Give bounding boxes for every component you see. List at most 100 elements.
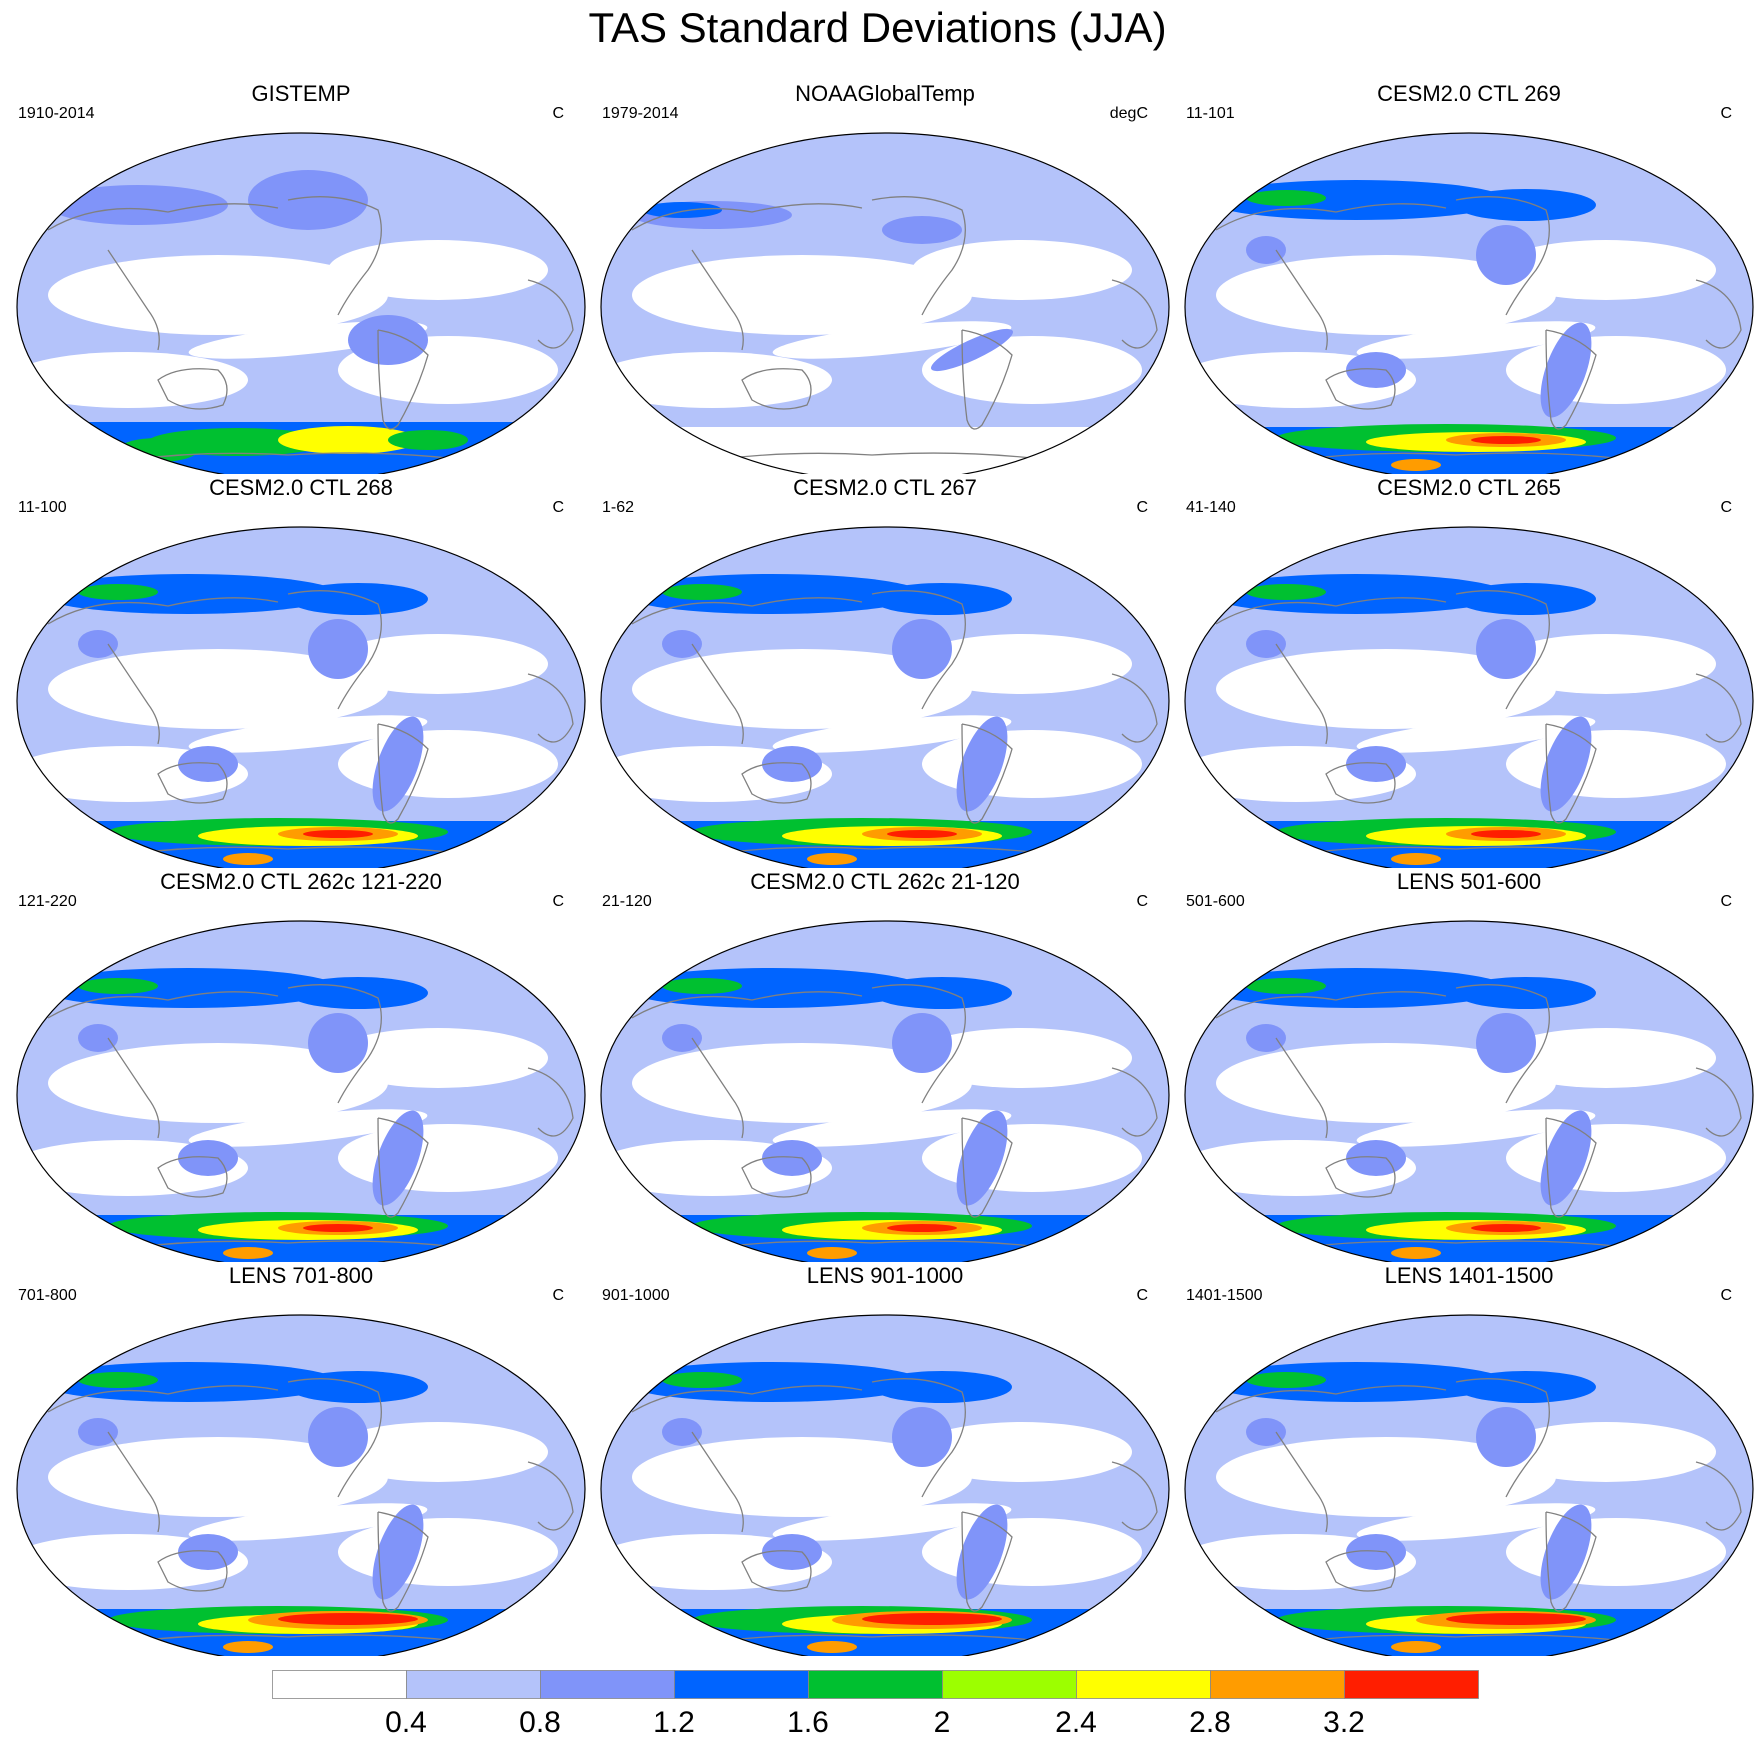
arctic-variability <box>1456 189 1596 221</box>
coastline <box>47 991 279 1019</box>
map-panel: LENS 901-1000 901-1000 C <box>592 1262 1178 1656</box>
arctic-variability <box>622 1362 922 1402</box>
continental-variability <box>1540 1110 1592 1206</box>
panel-title: CESM2.0 CTL 269 <box>1377 81 1561 106</box>
map-field <box>1185 921 1753 1262</box>
continental-variability <box>882 216 962 244</box>
map-boundary <box>600 526 1170 868</box>
colorbar-tick-label: 3.2 <box>1323 1706 1365 1739</box>
map-panel: CESM2.0 CTL 262c 121-220 121-220 C <box>8 868 594 1262</box>
antarctic-no-data <box>601 427 1169 474</box>
coastline <box>377 1511 429 1612</box>
panel-period-label: 501-600 <box>1186 893 1245 910</box>
coastline <box>127 452 449 461</box>
arctic-variability <box>1206 968 1506 1008</box>
continental-variability <box>1346 1140 1406 1176</box>
panel-period-label: 11-100 <box>18 499 67 516</box>
coastline <box>741 1550 812 1592</box>
low-variability-region <box>48 1043 388 1123</box>
low-variability-region <box>17 352 248 408</box>
colorbar-swatch <box>1344 1670 1479 1699</box>
map-panel: CESM2.0 CTL 265 41-140 C <box>1176 474 1755 868</box>
coastline <box>1545 1117 1597 1218</box>
continental-variability <box>78 630 118 658</box>
panel-units-label: C <box>1136 1287 1148 1304</box>
coastline <box>47 1385 279 1413</box>
continental-variability <box>1476 1013 1536 1073</box>
continental-variability <box>1346 1534 1406 1570</box>
coastline <box>127 1240 449 1249</box>
panel-units-label: C <box>552 105 564 122</box>
coastline <box>961 723 1013 824</box>
continental-variability <box>178 1140 238 1176</box>
coastline <box>377 329 429 430</box>
continental-variability <box>372 1110 424 1206</box>
map-boundary <box>16 526 586 868</box>
low-variability-region <box>632 1437 972 1517</box>
low-variability-region <box>48 1437 388 1517</box>
robinson-map <box>1184 920 1754 1262</box>
coastline <box>287 1378 382 1498</box>
arctic-variability <box>1206 180 1506 220</box>
coastline <box>1215 597 1447 625</box>
arctic-variability <box>1456 1371 1596 1403</box>
panel-period-label: 901-1000 <box>602 1287 670 1304</box>
coastline <box>871 1378 966 1498</box>
low-variability-region <box>1496 1028 1716 1088</box>
coastline <box>691 249 744 351</box>
coastline <box>1275 249 1328 351</box>
coastline <box>1325 1156 1396 1198</box>
colorbar-tick-label: 2.4 <box>1055 1706 1097 1739</box>
robinson-map <box>1184 132 1754 474</box>
coastline <box>287 196 382 316</box>
continental-variability <box>308 619 368 679</box>
continental-variability <box>956 716 1008 812</box>
arctic-variability <box>1246 978 1326 994</box>
low-variability-region <box>1506 730 1726 798</box>
map-panel: LENS 701-800 701-800 C <box>8 1262 594 1656</box>
map-field <box>1185 133 1753 474</box>
low-variability-region <box>632 649 972 729</box>
continental-variability <box>248 170 368 230</box>
coastline <box>691 1431 744 1533</box>
map-panel: GISTEMP 1910-2014 C <box>8 80 594 474</box>
antarctic-variability <box>1391 1247 1441 1259</box>
map-boundary <box>1184 132 1754 474</box>
map-panel: CESM2.0 CTL 262c 21-120 21-120 C <box>592 868 1178 1262</box>
antarctic-variability <box>1471 830 1541 838</box>
low-variability-region <box>1216 1043 1556 1123</box>
antarctic-variability <box>388 430 468 450</box>
coastline <box>1295 1634 1617 1643</box>
coastline <box>631 991 863 1019</box>
low-variability-region <box>338 1124 558 1192</box>
coastline <box>157 762 228 804</box>
coastline <box>1295 452 1617 461</box>
antarctic-variability <box>887 830 957 838</box>
low-variability-region <box>338 1518 558 1586</box>
colorbar-tick-label: 0.8 <box>519 1706 561 1739</box>
coastline <box>1275 1037 1328 1139</box>
low-variability-region <box>772 321 1012 359</box>
coastline <box>157 368 228 410</box>
low-variability-region <box>1506 1124 1726 1192</box>
continental-variability <box>308 1013 368 1073</box>
low-variability-region <box>1216 1437 1556 1517</box>
coastline <box>1545 723 1597 824</box>
coastline <box>741 368 812 410</box>
map-panel: CESM2.0 CTL 268 11-100 C <box>8 474 594 868</box>
arctic-variability <box>38 1362 338 1402</box>
robinson-map <box>16 526 586 868</box>
coastline <box>287 984 382 1104</box>
low-variability-region <box>912 1028 1132 1088</box>
coastline <box>107 249 160 351</box>
coastline <box>1455 590 1550 710</box>
panel-period-label: 41-140 <box>1186 499 1236 516</box>
continental-variability <box>178 746 238 782</box>
low-variability-region <box>1356 1109 1596 1147</box>
map-panel: LENS 501-600 501-600 C <box>1176 868 1755 1262</box>
colorbar-swatch <box>540 1670 675 1699</box>
map-boundary <box>600 1314 1170 1656</box>
arctic-variability <box>1456 583 1596 615</box>
continental-variability <box>1246 630 1286 658</box>
colorbar: 0.4 0.8 1.2 1.6 2 2.4 2.8 3.2 <box>272 1670 1479 1739</box>
